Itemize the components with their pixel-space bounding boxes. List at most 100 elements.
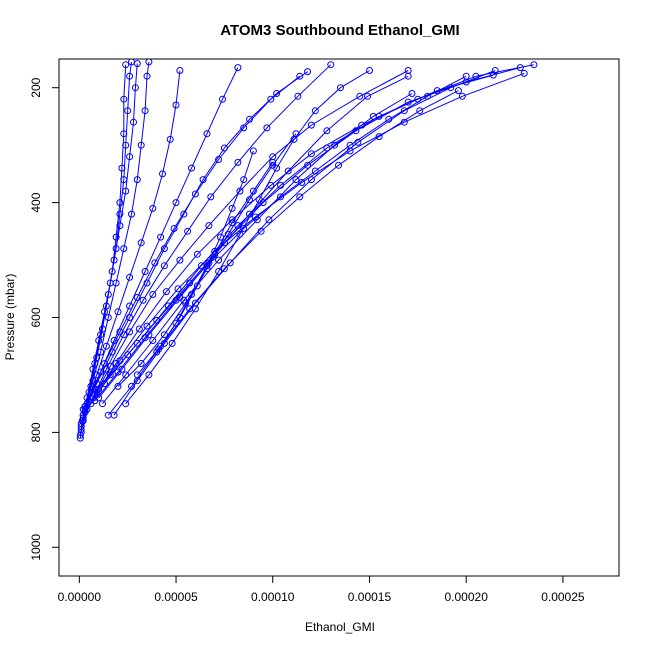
data-point xyxy=(176,256,184,264)
data-point xyxy=(106,371,114,379)
data-point xyxy=(126,273,134,281)
data-point xyxy=(296,72,304,80)
data-point xyxy=(118,365,126,373)
data-point xyxy=(220,265,228,273)
data-point xyxy=(137,360,145,367)
data-point xyxy=(246,196,253,204)
series-11 xyxy=(83,64,524,413)
series-8 xyxy=(79,67,412,422)
x-tick-label: 0.00005 xyxy=(154,590,198,604)
data-point xyxy=(228,204,236,212)
data-point xyxy=(137,141,145,149)
data-point xyxy=(122,371,130,379)
data-point xyxy=(122,187,130,195)
data-point xyxy=(203,265,211,273)
series-line xyxy=(82,64,332,422)
data-point xyxy=(327,61,335,69)
series-10 xyxy=(81,69,528,416)
data-point xyxy=(116,222,124,230)
series-line xyxy=(107,90,459,416)
data-point xyxy=(292,176,300,184)
data-point xyxy=(159,170,166,178)
data-point xyxy=(174,285,182,293)
series-18 xyxy=(122,67,373,408)
data-point xyxy=(408,90,416,97)
data-point xyxy=(240,176,248,184)
data-point xyxy=(126,72,134,80)
series-line xyxy=(84,72,525,413)
data-point xyxy=(530,61,538,69)
data-point xyxy=(135,325,143,333)
data-point xyxy=(172,319,180,327)
x-tick-label: 0.00015 xyxy=(348,590,392,604)
data-point xyxy=(172,101,180,109)
x-axis: 0.00000 0.00005 0.00010 0.00015 0.00020 0.000… xyxy=(58,575,585,604)
data-point xyxy=(120,95,128,103)
data-point xyxy=(118,164,126,172)
data-point xyxy=(307,150,315,158)
y-tick-label: 200 xyxy=(29,77,43,97)
data-point xyxy=(219,95,226,103)
data-point xyxy=(143,72,151,80)
series-12 xyxy=(87,71,497,408)
y-tick-label: 600 xyxy=(29,307,43,327)
y-tick-label: 800 xyxy=(29,422,43,442)
data-point xyxy=(139,296,147,304)
data-point xyxy=(226,259,234,267)
data-point xyxy=(141,107,149,115)
series-15 xyxy=(99,90,416,408)
data-point xyxy=(143,279,151,287)
data-point xyxy=(184,227,192,235)
data-point xyxy=(101,380,108,388)
data-point xyxy=(126,328,134,336)
data-point xyxy=(168,339,176,347)
data-point xyxy=(110,256,118,264)
data-point xyxy=(253,216,261,224)
data-point xyxy=(124,351,132,359)
data-point xyxy=(292,130,300,138)
data-point xyxy=(193,250,201,258)
data-point xyxy=(133,60,141,68)
y-tick-label: 1000 xyxy=(29,534,43,561)
series-line xyxy=(156,150,254,353)
data-point xyxy=(462,72,470,80)
data-point xyxy=(188,164,195,172)
data-point xyxy=(255,196,263,204)
data-point xyxy=(489,71,497,79)
data-point xyxy=(296,193,304,201)
data-point xyxy=(126,314,134,321)
data-point xyxy=(149,204,157,212)
data-point xyxy=(97,348,105,356)
data-point xyxy=(108,348,116,356)
data-point xyxy=(335,161,342,169)
data-point xyxy=(122,400,130,408)
series-layer xyxy=(76,59,538,442)
data-point xyxy=(491,67,499,74)
data-point xyxy=(215,268,223,275)
data-point xyxy=(307,176,315,184)
data-point xyxy=(128,210,135,218)
x-tick-label: 0.00000 xyxy=(58,590,102,604)
data-point xyxy=(207,193,215,201)
data-point xyxy=(99,400,106,408)
data-point xyxy=(145,331,153,339)
data-point xyxy=(267,95,275,103)
data-point xyxy=(188,291,195,298)
data-point xyxy=(149,291,157,298)
data-point xyxy=(120,130,128,138)
data-point xyxy=(311,167,319,175)
data-point xyxy=(205,222,213,230)
data-point xyxy=(215,156,223,163)
data-point xyxy=(369,112,377,120)
data-point xyxy=(447,84,455,92)
data-point xyxy=(130,118,137,126)
data-point xyxy=(516,64,524,72)
data-point xyxy=(79,405,87,413)
data-point xyxy=(217,233,224,241)
data-point xyxy=(294,92,302,100)
data-point xyxy=(354,138,362,146)
data-point xyxy=(267,181,275,189)
data-point xyxy=(176,67,184,74)
data-point xyxy=(93,354,101,362)
